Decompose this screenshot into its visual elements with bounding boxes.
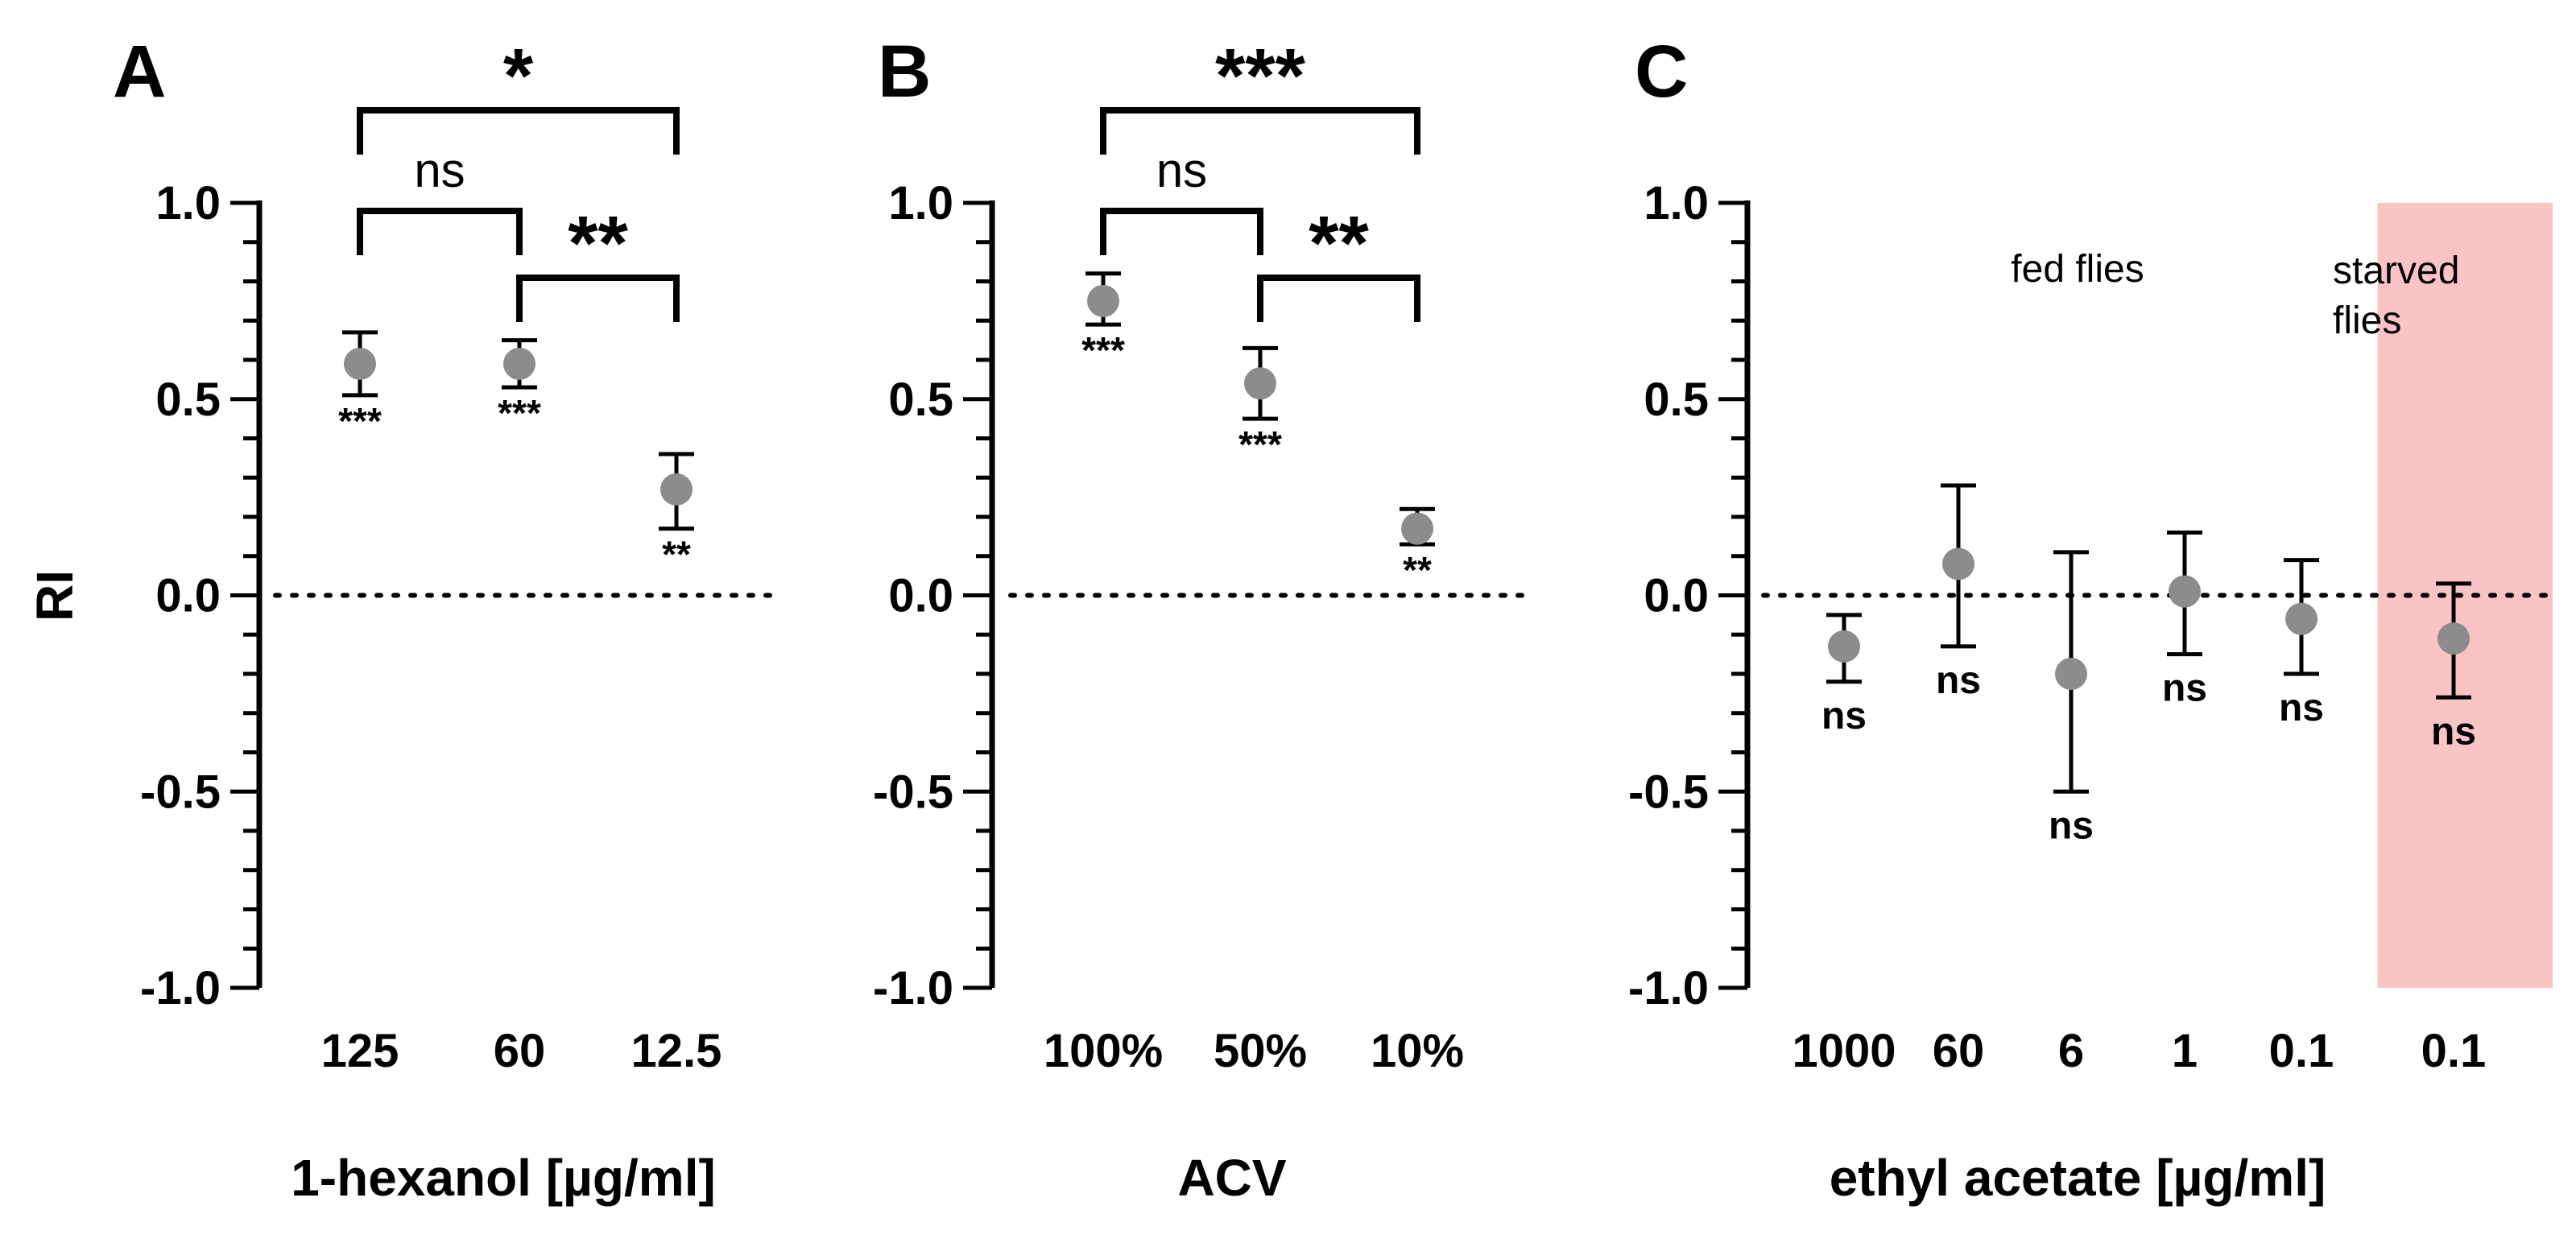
x-tick-label: 60: [1933, 1025, 1985, 1077]
comparison-bracket: [516, 275, 680, 322]
x-tick-label: 10%: [1371, 1025, 1464, 1077]
significance-label: **: [1403, 549, 1432, 591]
y-tick-label: -1.0: [873, 962, 953, 1014]
data-point: [1942, 547, 1974, 580]
significance-label: ns: [2431, 710, 2476, 753]
y-tick-label: -0.5: [140, 766, 221, 818]
comparison-bracket: [357, 107, 680, 155]
significance-label: ***: [1081, 329, 1125, 371]
significance-label: **: [662, 534, 691, 576]
data-point: [2169, 575, 2201, 608]
x-tick-label: 1000: [1792, 1025, 1896, 1077]
bracket-label: *: [503, 33, 534, 119]
data-point: [1828, 630, 1860, 663]
data-point: [1087, 284, 1119, 317]
y-tick-label: 0.0: [155, 570, 221, 622]
bracket-label: **: [1309, 200, 1369, 287]
data-point: [1401, 512, 1433, 545]
y-tick-label: -0.5: [1628, 766, 1709, 818]
data-point: [503, 347, 535, 380]
x-axis-label: ethyl acetate [µg/ml]: [1830, 1149, 2326, 1207]
y-tick-label: 0.0: [888, 570, 953, 622]
significance-label: ns: [1821, 695, 1867, 737]
x-tick-label: 6: [2058, 1025, 2084, 1077]
x-tick-label: 1: [2172, 1025, 2198, 1077]
y-tick-label: 1.0: [888, 177, 953, 229]
comparison-bracket: [1100, 107, 1420, 155]
x-tick-label: 100%: [1044, 1025, 1163, 1077]
x-axis-label: ACV: [1177, 1149, 1286, 1207]
annotation-fed-flies: fed flies: [2011, 248, 2144, 291]
data-point: [660, 473, 693, 506]
bracket-label: ns: [414, 143, 465, 197]
x-tick-label: 12.5: [631, 1025, 722, 1077]
x-axis-label: 1-hexanol [µg/ml]: [291, 1149, 716, 1207]
comparison-bracket: [357, 208, 523, 255]
data-point: [2285, 602, 2318, 635]
panel-c: C 1.0 0.5 0.0 -0.5 -1.0 1000 60 6 1 0.1 0.1 ethyl ac…: [1628, 31, 2555, 1207]
y-axis-label: RI: [26, 570, 84, 622]
significance-label: ns: [2162, 667, 2207, 710]
significance-label: ***: [1238, 423, 1282, 465]
panel-letter-a: A: [113, 31, 166, 113]
y-tick-label: 1.0: [1644, 177, 1709, 229]
data-point: [344, 347, 376, 380]
significance-label: ns: [2279, 687, 2324, 729]
y-tick-label: -0.5: [873, 766, 953, 818]
x-tick-label: 60: [494, 1025, 546, 1077]
x-tick-label: 0.1: [2269, 1025, 2334, 1077]
significance-label: ***: [338, 400, 382, 442]
panel-a: A 1.0 0.5 0.0 -0.5 -1.0 125 60 12.5 1-hexanol [µg…: [113, 31, 784, 1207]
y-tick-label: 0.5: [1644, 374, 1709, 426]
comparison-bracket: [1100, 208, 1263, 255]
data-point: [1244, 367, 1276, 400]
x-tick-label: 125: [321, 1025, 399, 1077]
y-tick-label: -1.0: [1628, 962, 1709, 1014]
bracket-label: ***: [1215, 33, 1306, 119]
y-tick-label: 0.0: [1644, 570, 1709, 622]
x-tick-label: 0.1: [2421, 1025, 2487, 1077]
bracket-label: **: [568, 200, 628, 287]
bracket-label: ns: [1156, 143, 1207, 197]
significance-label: ns: [1936, 659, 1981, 702]
panel-letter-b: B: [878, 31, 931, 113]
significance-label: ***: [498, 392, 541, 434]
significance-label: ns: [2049, 804, 2094, 847]
annotation-starved-flies: starved flies: [2333, 250, 2459, 342]
y-tick-label: -1.0: [140, 962, 221, 1014]
y-tick-label: 0.5: [155, 374, 221, 426]
comparison-bracket: [1257, 275, 1420, 322]
data-point: [2055, 658, 2087, 690]
data-point: [2437, 622, 2470, 655]
y-tick-label: 1.0: [155, 177, 221, 229]
y-tick-label: 0.5: [888, 374, 953, 426]
panel-letter-c: C: [1635, 31, 1688, 113]
x-tick-label: 50%: [1214, 1025, 1307, 1077]
